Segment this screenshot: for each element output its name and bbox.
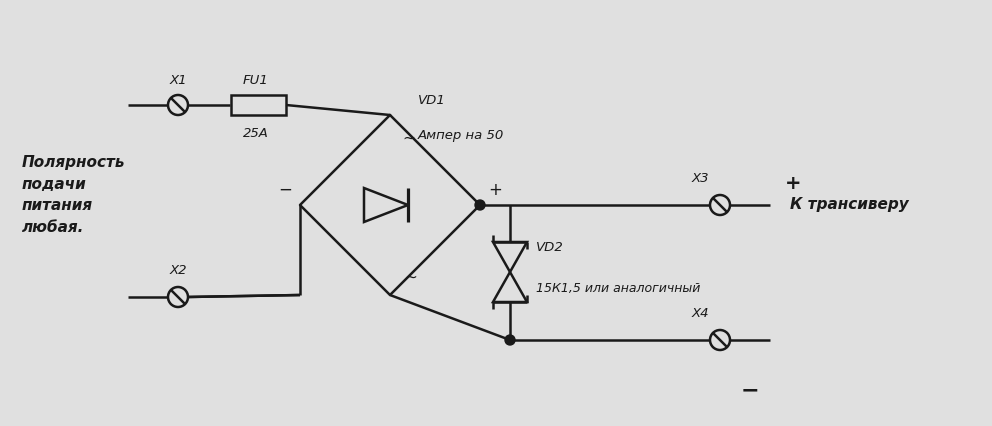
Text: 15К1,5 или аналогичный: 15К1,5 или аналогичный <box>536 282 700 295</box>
Text: К трансиверу: К трансиверу <box>790 198 909 213</box>
Text: −: − <box>278 181 292 199</box>
Text: X3: X3 <box>691 172 708 185</box>
Text: −: − <box>741 380 759 400</box>
Bar <box>230 95 286 115</box>
Text: VD2: VD2 <box>536 241 563 254</box>
Text: FU1: FU1 <box>243 74 269 87</box>
Text: Полярность
подачи
питания
любая.: Полярность подачи питания любая. <box>22 155 126 235</box>
Text: X4: X4 <box>691 307 708 320</box>
Text: X2: X2 <box>170 264 186 277</box>
Text: Ампер на 50: Ампер на 50 <box>418 129 504 142</box>
Circle shape <box>475 200 485 210</box>
Text: ~: ~ <box>404 270 417 285</box>
Text: X1: X1 <box>170 74 186 87</box>
Text: +: + <box>488 181 502 199</box>
Circle shape <box>505 335 515 345</box>
Text: 25А: 25А <box>243 127 269 140</box>
Text: +: + <box>785 174 802 193</box>
Text: VD1: VD1 <box>418 94 445 107</box>
Text: ~: ~ <box>402 131 415 146</box>
